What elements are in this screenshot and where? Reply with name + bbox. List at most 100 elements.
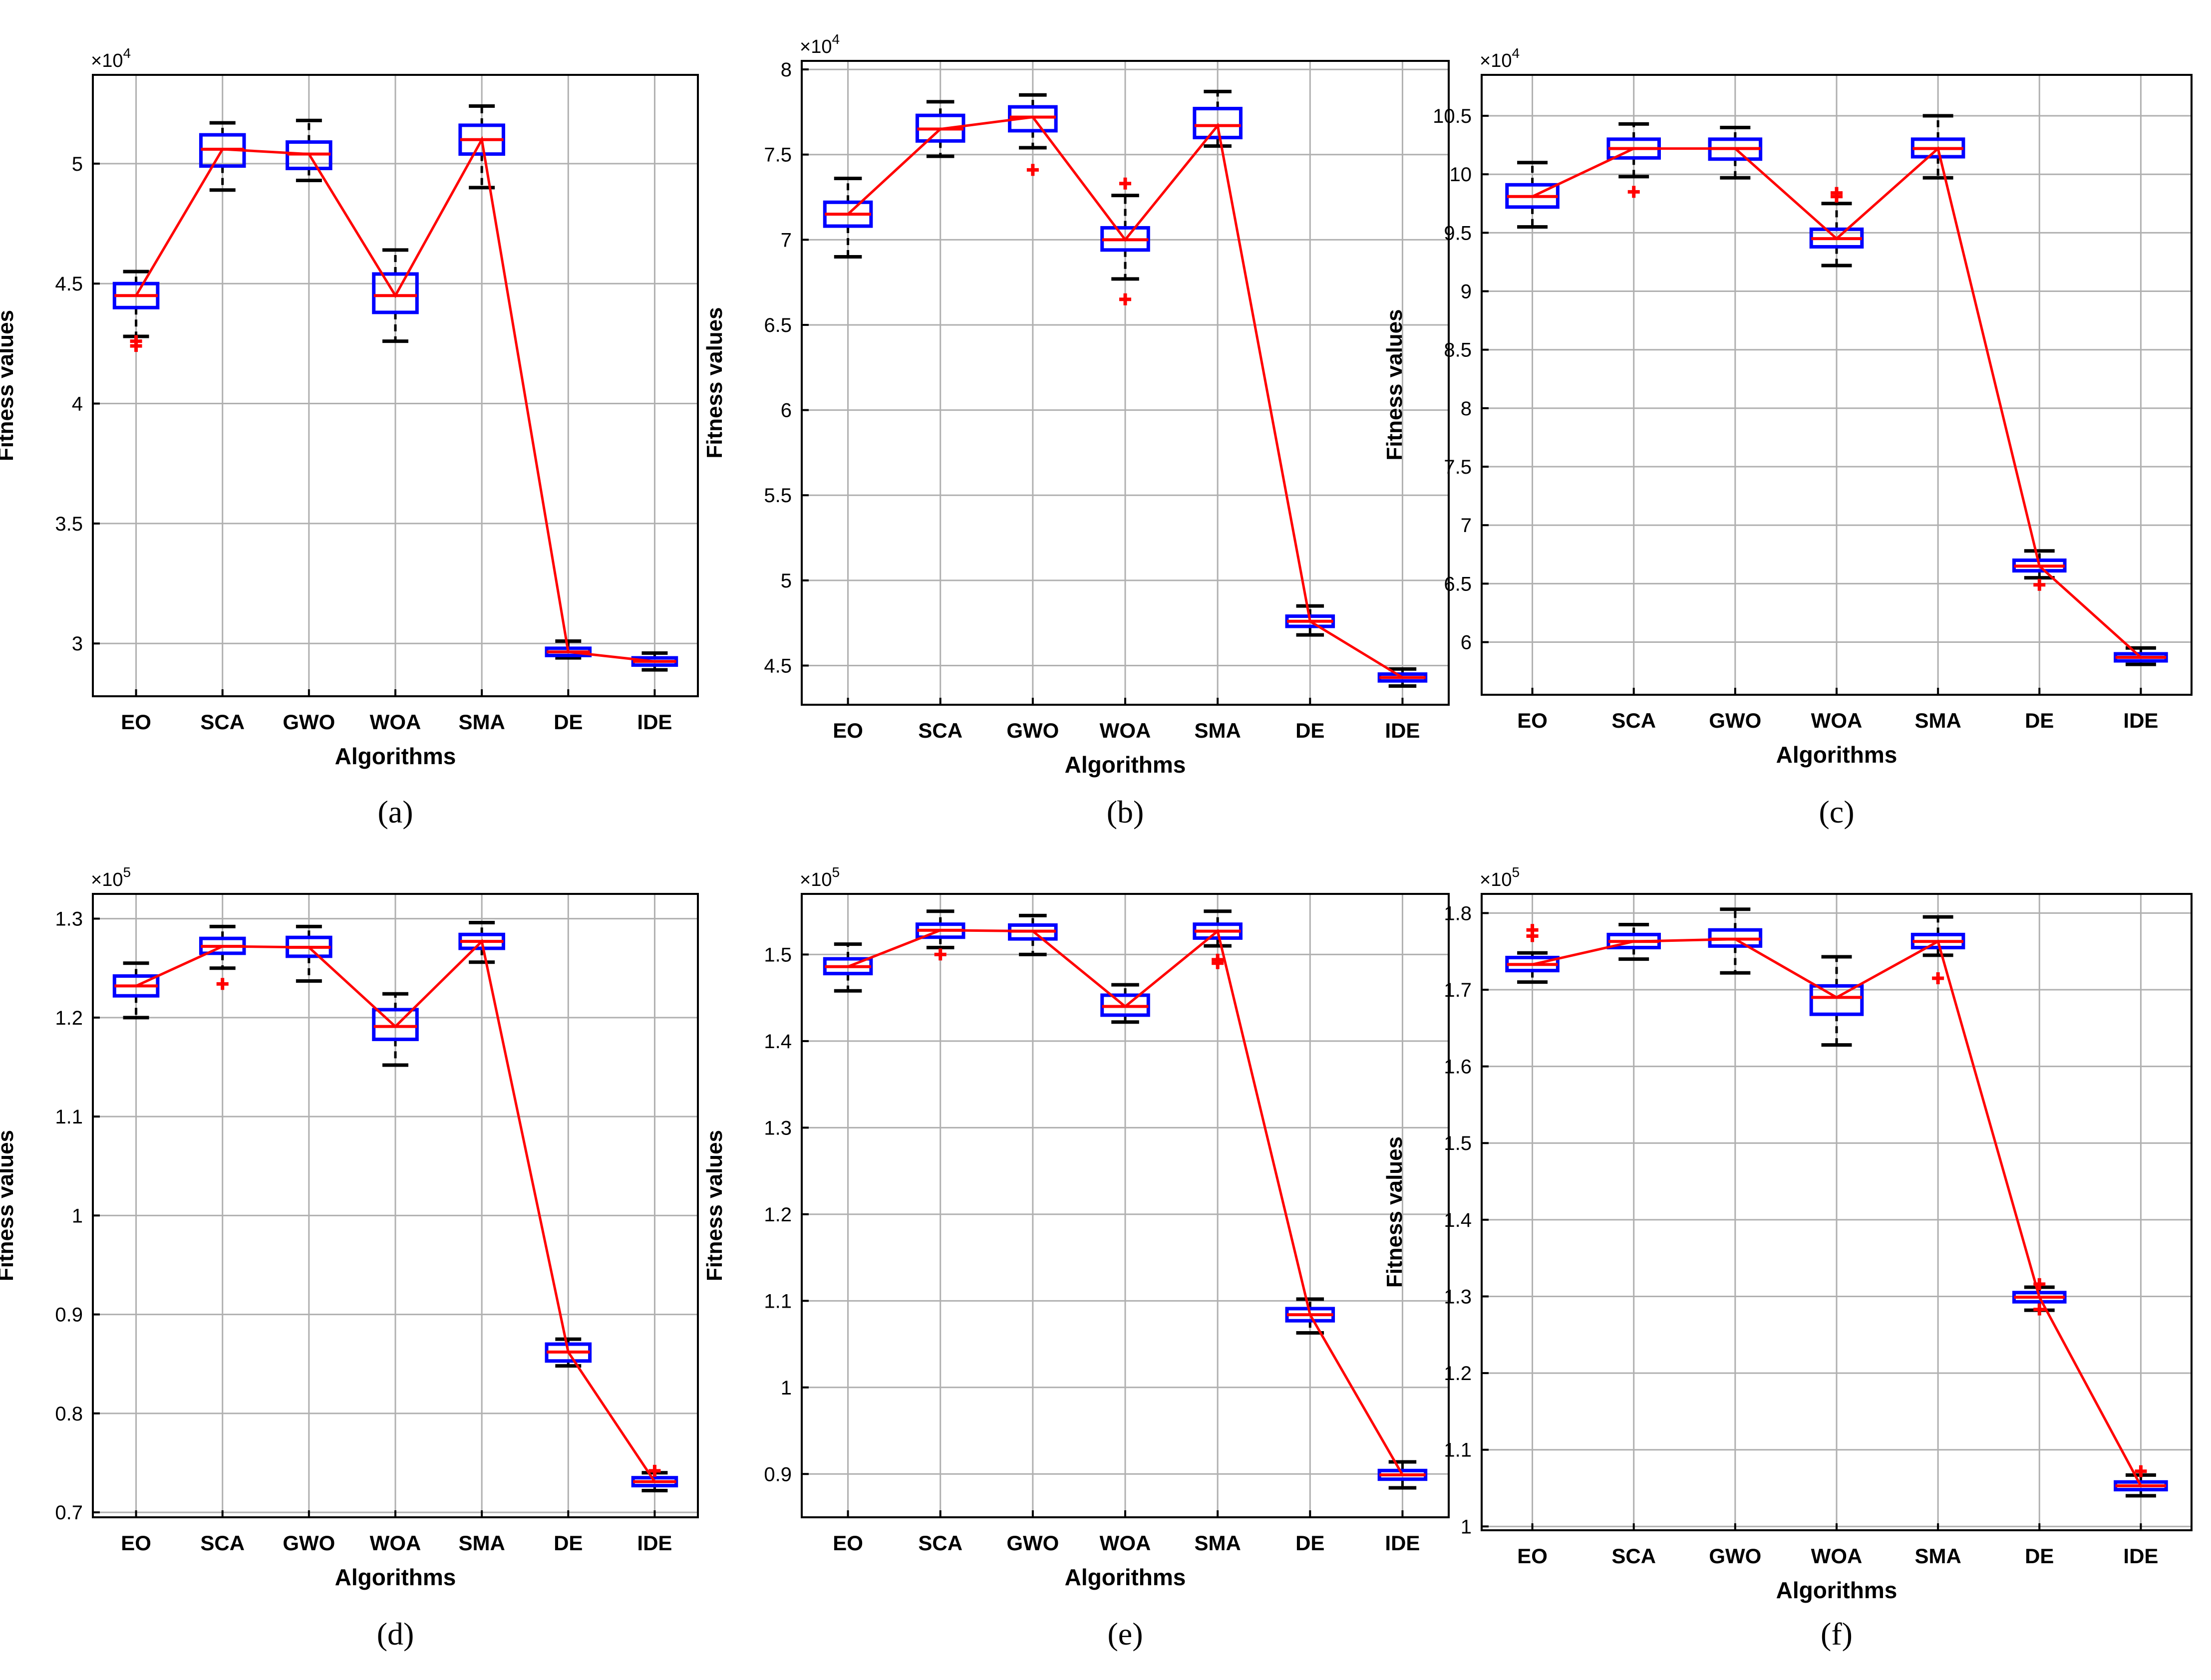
x-axis-label: Algorithms (1065, 1564, 1186, 1590)
y-tick-label: 1.1 (764, 1290, 792, 1312)
x-tick-label: EO (121, 1531, 151, 1555)
y-tick-label: 1.3 (55, 908, 83, 930)
y-tick-label: 7.5 (1444, 456, 1472, 478)
y-axis-label: Fitness values (1382, 309, 1407, 460)
x-tick-label: SCA (918, 1531, 962, 1555)
x-tick-label: SMA (1194, 1531, 1241, 1555)
y-tick-label: 0.7 (55, 1502, 83, 1524)
y-tick-label: 6.5 (764, 314, 792, 336)
outlier-marker (1212, 957, 1224, 969)
y-tick-label: 5 (781, 570, 792, 592)
x-tick-label: GWO (1006, 1531, 1059, 1555)
mean-trend-line (847, 929, 1404, 1476)
y-tick-label: 4 (72, 393, 83, 415)
y-axis-label: Fitness values (1382, 1136, 1407, 1288)
y-tick-label: 6 (781, 400, 792, 422)
mean-trend-line (135, 136, 655, 663)
y-tick-label: 1.1 (55, 1106, 83, 1128)
box-sca (1606, 122, 1661, 198)
panel-label: (d) (377, 1616, 414, 1652)
y-axis-label: Fitness values (702, 1130, 727, 1281)
box-sca (915, 909, 965, 961)
mean-trend-line (135, 939, 656, 1483)
outlier-marker (648, 1464, 661, 1477)
axis-multiplier: ×104 (1480, 45, 1520, 71)
x-tick-label: EO (833, 1531, 863, 1555)
y-tick-label: 4.5 (764, 655, 792, 677)
x-tick-label: IDE (1385, 719, 1420, 742)
x-tick-label: GWO (1006, 719, 1059, 742)
y-axis-label: Fitness values (0, 1130, 18, 1281)
box-de (2012, 549, 2067, 591)
y-tick-label: 3.5 (55, 513, 83, 535)
x-tick-label: GWO (283, 1531, 335, 1555)
outlier-marker (216, 978, 229, 990)
y-tick-label: 7 (781, 229, 792, 251)
y-tick-label: 1.2 (55, 1007, 83, 1029)
box-gwo (1008, 93, 1058, 176)
box-ide (1377, 1460, 1428, 1490)
chart-panel-4: 0.7 0.8 0.9 1 1.1 1.2 1.3 EO SCA GWO WOA SMA DE IDE Al… (0, 864, 699, 1652)
box-eo (1505, 924, 1560, 984)
box-eo (823, 176, 873, 259)
y-tick-label: 8 (1461, 398, 1472, 420)
y-tick-label: 3 (72, 633, 83, 655)
x-tick-label: IDE (2123, 709, 2158, 732)
outlier-marker (2135, 1465, 2147, 1477)
y-tick-label: 5 (72, 153, 83, 175)
x-tick-label: GWO (1709, 1544, 1761, 1568)
y-tick-label: 1 (781, 1377, 792, 1399)
panel-label: (c) (1819, 794, 1854, 830)
y-tick-label: 0.9 (764, 1463, 792, 1485)
panel-label: (b) (1107, 794, 1144, 830)
panel-label: (f) (1821, 1616, 1853, 1652)
outlier-marker (1119, 177, 1131, 190)
x-tick-label: SMA (1914, 709, 1961, 732)
x-axis-label: Algorithms (335, 743, 456, 769)
x-tick-label: WOA (1100, 719, 1151, 742)
x-tick-label: SMA (458, 710, 505, 734)
x-tick-label: SCA (918, 719, 962, 742)
x-tick-label: WOA (370, 1531, 421, 1555)
y-tick-label: 1.5 (764, 944, 792, 966)
y-tick-label: 10 (1450, 164, 1472, 186)
y-tick-label: 1.2 (764, 1204, 792, 1226)
y-tick-label: 1.8 (1444, 902, 1472, 924)
box-sma (1193, 89, 1243, 148)
y-tick-label: 0.9 (55, 1304, 83, 1326)
outlier-marker (1627, 186, 1640, 198)
x-tick-label: WOA (1811, 709, 1863, 732)
chart-panel-5: 0.9 1 1.1 1.2 1.3 1.4 1.5 EO SCA GWO WOA SMA DE IDE Al… (702, 864, 1450, 1652)
y-tick-label: 6 (1461, 632, 1472, 654)
y-tick-label: 6.5 (1444, 573, 1472, 595)
x-tick-label: DE (1295, 719, 1324, 742)
y-tick-label: 5.5 (764, 485, 792, 507)
y-tick-label: 9 (1461, 281, 1472, 303)
y-tick-label: 1.3 (1444, 1286, 1472, 1308)
y-tick-label: 1.6 (1444, 1056, 1472, 1078)
box-sma (1193, 909, 1243, 969)
axis-multiplier: ×104 (800, 31, 840, 57)
mean-trend-line (847, 115, 1403, 679)
y-tick-label: 7 (1461, 515, 1472, 537)
x-tick-label: GWO (283, 710, 335, 734)
axis-multiplier: ×104 (91, 45, 131, 71)
y-tick-label: 0.8 (55, 1403, 83, 1425)
x-axis-label: Algorithms (335, 1564, 456, 1590)
y-tick-label: 1.3 (764, 1117, 792, 1139)
x-tick-label: EO (1517, 709, 1548, 732)
y-tick-label: 1 (72, 1205, 83, 1227)
x-tick-label: WOA (1811, 1544, 1863, 1568)
x-axis-label: Algorithms (1776, 1577, 1897, 1603)
outlier-marker (1026, 164, 1039, 176)
iqr-box (372, 272, 419, 314)
y-tick-label: 1.1 (1444, 1439, 1472, 1461)
iqr-box (372, 1008, 419, 1041)
outlier-marker (1526, 924, 1539, 936)
mean-trend-line (1532, 146, 2142, 658)
x-tick-label: WOA (370, 710, 421, 734)
chart-panel-2: 4.5 5 5.5 6 6.5 7 7.5 8 EO SCA GWO WOA SMA DE IDE Algor… (702, 31, 1450, 830)
box-eo (112, 270, 160, 352)
x-tick-label: IDE (637, 1531, 672, 1555)
x-tick-label: SMA (458, 1531, 505, 1555)
